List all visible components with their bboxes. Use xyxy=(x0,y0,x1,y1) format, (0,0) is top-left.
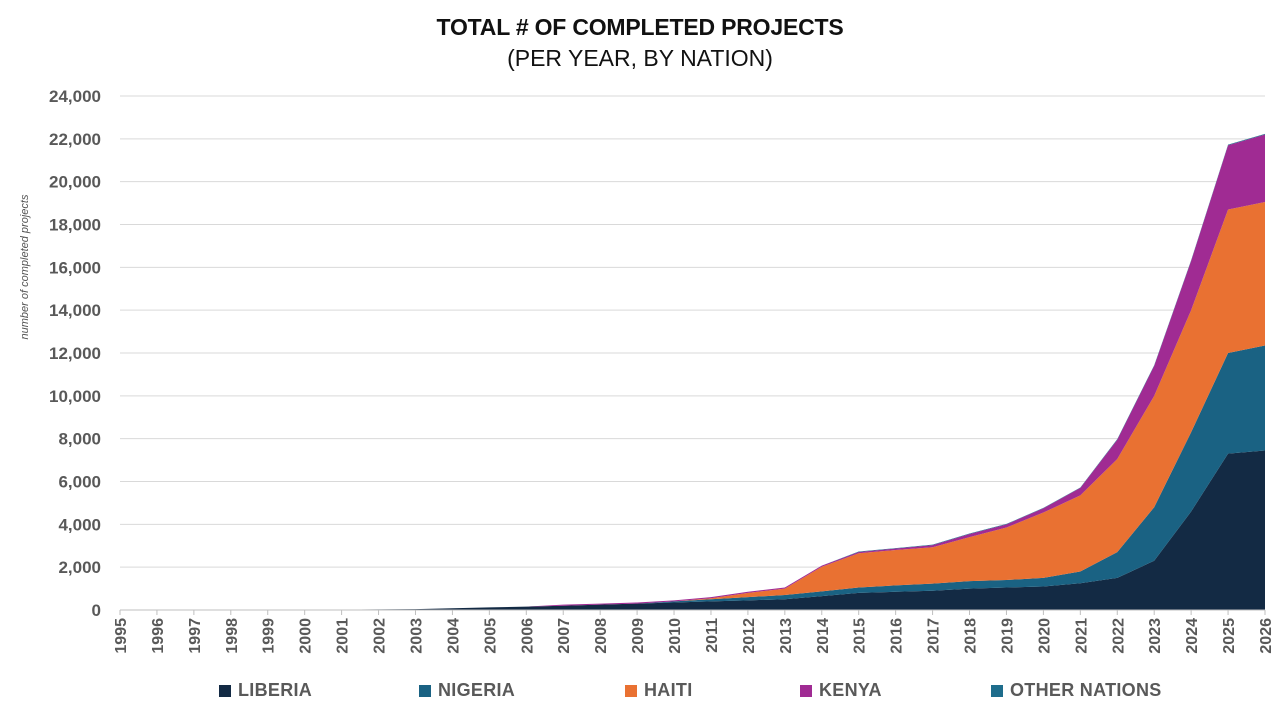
x-tick-label: 2013 xyxy=(778,618,795,654)
y-tick-label: 20,000 xyxy=(49,173,101,192)
x-axis xyxy=(119,609,1266,615)
chart-title: TOTAL # OF COMPLETED PROJECTS xyxy=(436,14,844,40)
x-tick-label: 2018 xyxy=(963,618,980,654)
x-tick-label: 2010 xyxy=(667,618,684,654)
y-tick-label: 14,000 xyxy=(49,301,101,320)
legend-swatch xyxy=(219,684,231,697)
x-tick-label: 2022 xyxy=(1110,618,1127,654)
x-tick-label: 1996 xyxy=(150,618,167,654)
x-tick-label: 2020 xyxy=(1036,618,1053,654)
y-tick-label: 16,000 xyxy=(49,258,101,277)
x-tick-label: 1997 xyxy=(187,618,204,654)
legend-item-liberia: LIBERIA xyxy=(219,680,312,701)
series-areas xyxy=(120,133,1265,611)
x-tick-label: 2025 xyxy=(1221,618,1238,654)
legend-label: KENYA xyxy=(819,680,882,700)
x-tick-label: 2004 xyxy=(445,618,462,654)
area-series-haiti xyxy=(120,202,1265,610)
legend-swatch xyxy=(991,684,1003,697)
x-tick-label: 2003 xyxy=(408,618,425,654)
x-tick-labels: 1995 1996 1997 1998 1999 2000 2001 2002 2003 2004… xyxy=(113,618,1275,654)
y-tick-labels: 0 2,000 4,000 6,000 8,000 10,000 12,000 14,000 1… xyxy=(49,87,101,620)
x-tick-label: 2023 xyxy=(1147,618,1164,654)
x-tick-label: 2001 xyxy=(335,618,352,654)
x-tick-label: 2014 xyxy=(815,618,832,654)
x-tick-label: 2019 xyxy=(999,618,1016,654)
area-series-liberia xyxy=(120,450,1265,610)
legend-label: NIGERIA xyxy=(438,680,516,700)
y-tick-label: 4,000 xyxy=(58,515,101,534)
y-tick-label: 24,000 xyxy=(49,87,101,106)
y-tick-label: 12,000 xyxy=(49,344,101,363)
legend-item-nigeria: NIGERIA xyxy=(419,680,515,701)
legend-label: OTHER NATIONS xyxy=(1010,680,1162,700)
x-tick-label: 2026 xyxy=(1258,618,1275,654)
x-tick-label: 2006 xyxy=(519,618,536,654)
legend-label: HAITI xyxy=(644,680,693,700)
x-tick-label: 2016 xyxy=(889,618,906,654)
legend-item-other-nations: OTHER NATIONS xyxy=(991,680,1162,701)
legend-swatch xyxy=(800,684,812,697)
y-tick-label: 10,000 xyxy=(49,387,101,406)
x-tick-label: 1995 xyxy=(113,618,130,654)
y-tick-label: 0 xyxy=(92,601,101,620)
x-tick-label: 2015 xyxy=(852,618,869,654)
legend-item-haiti: HAITI xyxy=(625,680,693,701)
chart-subtitle: (PER YEAR, BY NATION) xyxy=(507,45,773,71)
gridlines xyxy=(120,95,1265,568)
y-tick-label: 22,000 xyxy=(49,130,101,149)
x-tick-label: 2000 xyxy=(298,618,315,654)
x-tick-label: 2024 xyxy=(1184,618,1201,654)
y-tick-label: 8,000 xyxy=(58,430,101,449)
x-tick-label: 2011 xyxy=(704,618,721,653)
x-tick-label: 1999 xyxy=(261,618,278,654)
x-tick-label: 2005 xyxy=(482,618,499,654)
x-tick-label: 2008 xyxy=(593,618,610,654)
legend-item-kenya: KENYA xyxy=(800,680,882,701)
legend-swatch xyxy=(419,684,431,697)
x-tick-label: 2007 xyxy=(556,618,573,654)
x-tick-label: 2002 xyxy=(372,618,389,654)
x-tick-label: 2012 xyxy=(741,618,758,654)
x-tick-label: 2009 xyxy=(630,618,647,654)
x-tick-label: 2017 xyxy=(926,618,943,654)
y-tick-label: 6,000 xyxy=(58,473,101,492)
y-tick-label: 2,000 xyxy=(58,558,101,577)
legend-label: LIBERIA xyxy=(238,680,313,700)
x-tick-label: 2021 xyxy=(1073,618,1090,654)
y-tick-label: 18,000 xyxy=(49,216,101,235)
x-tick-label: 1998 xyxy=(224,618,241,654)
legend: LIBERIA NIGERIA HAITI KENYA OTHER NATIONS xyxy=(0,680,1280,704)
legend-swatch xyxy=(625,684,637,697)
